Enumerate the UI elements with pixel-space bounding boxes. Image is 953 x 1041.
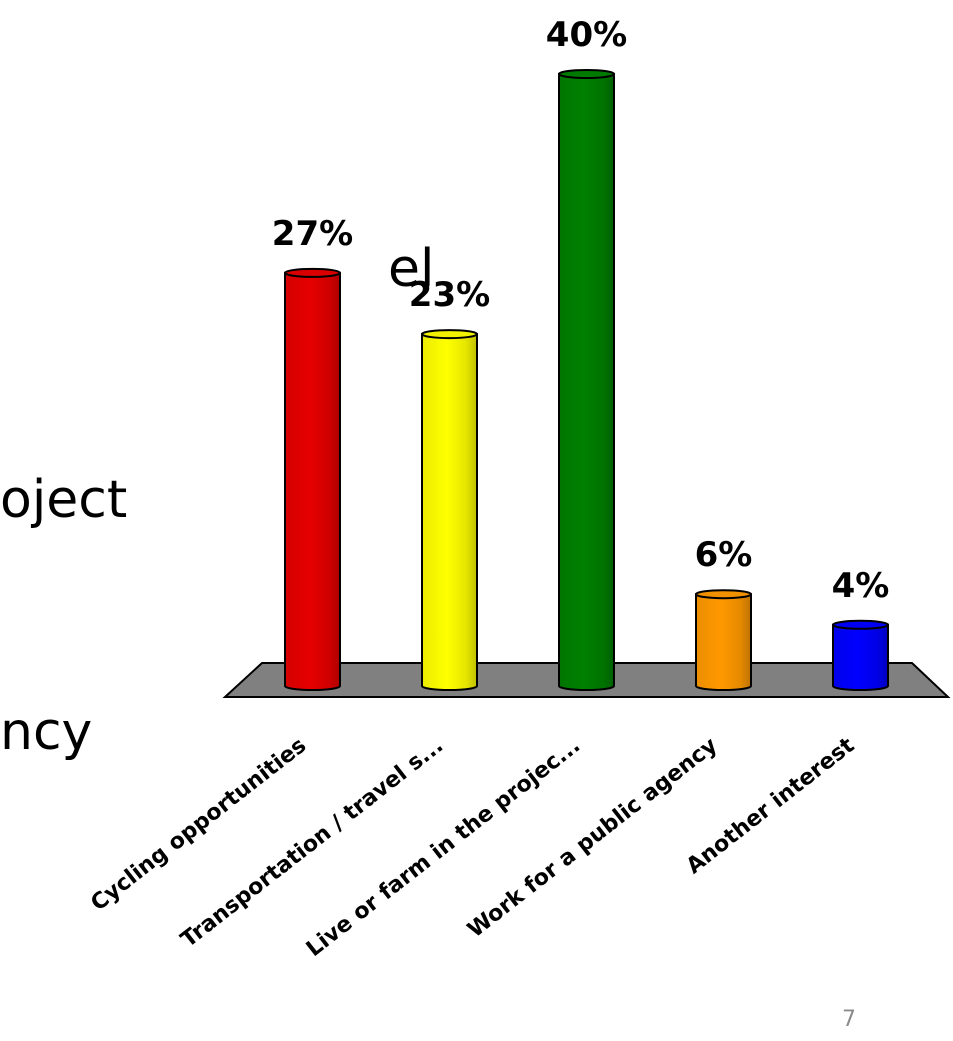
category-label: Cycling opportunities (86, 733, 311, 916)
data-label: 6% (695, 535, 753, 575)
bar-cap (284, 267, 341, 278)
category-label: Live or farm in the projec... (302, 733, 585, 962)
category-label: Transportation / travel s... (177, 733, 449, 953)
bar-cap (421, 329, 478, 340)
bar (558, 73, 615, 691)
data-label: 40% (546, 15, 627, 55)
category-label: Work for a public agency (463, 733, 722, 943)
bar (421, 333, 478, 691)
slide-text-fragment-3: ncy (0, 702, 93, 762)
bar-cap (832, 619, 889, 630)
slide-text-fragment-2: oject (0, 470, 128, 530)
bars-layer (284, 69, 889, 691)
data-label: 23% (409, 275, 490, 315)
bar-cap (695, 589, 752, 600)
data-labels-layer: 27% 23% 40% 6% 4% (272, 15, 890, 606)
bar-cap (558, 69, 615, 79)
bar (284, 271, 341, 691)
data-label: 4% (832, 566, 890, 606)
bar (832, 623, 889, 691)
data-label: 27% (272, 214, 353, 254)
slide-text-fragment-1: el (388, 239, 435, 299)
bar (695, 593, 752, 691)
page-number: 7 (842, 1007, 856, 1032)
